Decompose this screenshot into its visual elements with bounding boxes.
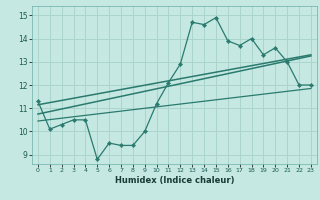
X-axis label: Humidex (Indice chaleur): Humidex (Indice chaleur) (115, 176, 234, 185)
